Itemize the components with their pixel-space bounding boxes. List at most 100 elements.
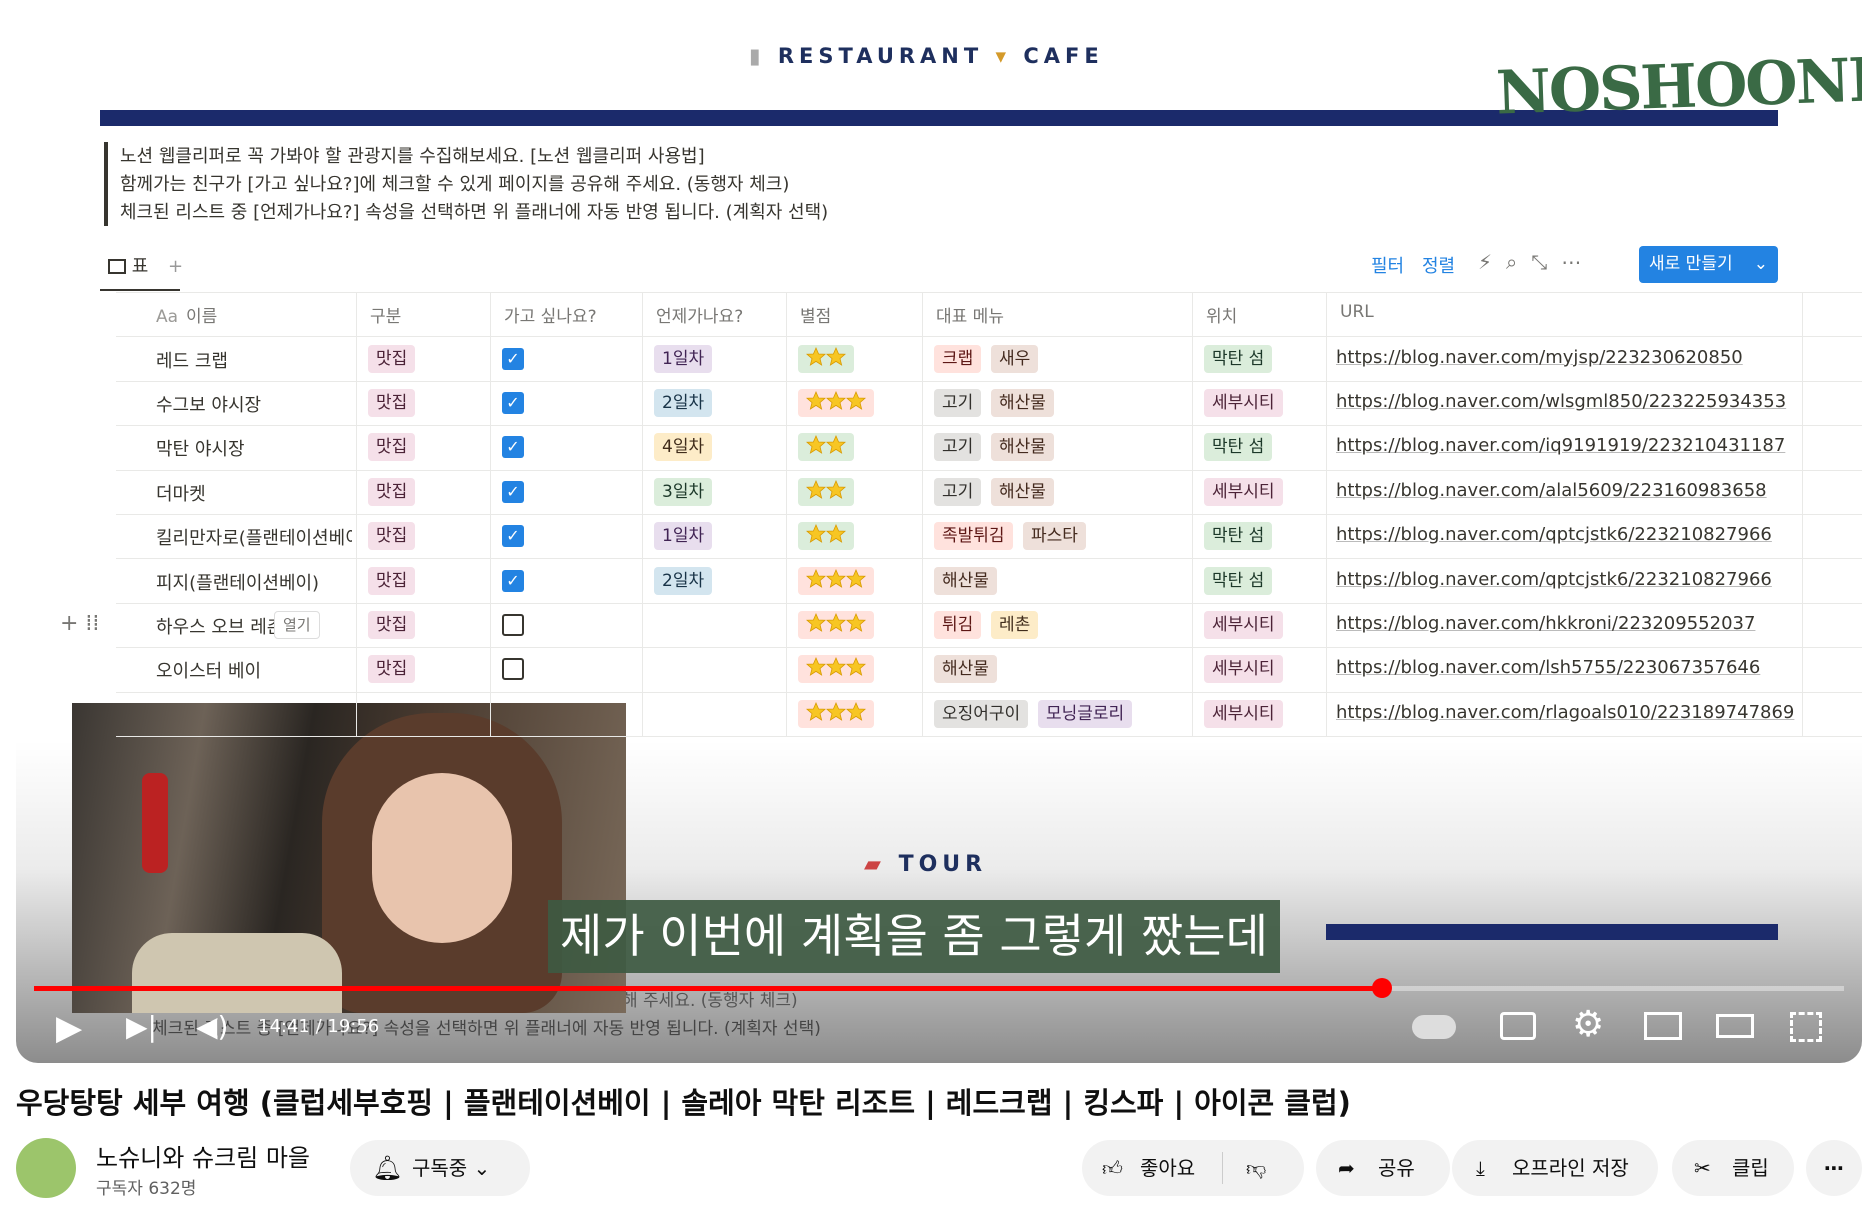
- next-button[interactable]: ▶|: [126, 1010, 157, 1043]
- column-header: 가고 싶나요?: [504, 307, 597, 327]
- tour-bar: [1326, 924, 1778, 940]
- column-header: Aa 이름: [156, 302, 217, 327]
- theater-button[interactable]: [1716, 1014, 1754, 1038]
- location-tag: 세부시티: [1204, 611, 1283, 639]
- new-button[interactable]: 새로 만들기 ⌄: [1639, 246, 1778, 283]
- column-header: 대표 메뉴: [936, 307, 1004, 327]
- menu-tag: 고기: [934, 433, 982, 462]
- person-face: [372, 773, 512, 943]
- play-button[interactable]: ▶: [56, 1008, 83, 1048]
- checkbox[interactable]: [502, 614, 524, 636]
- day-tag: 2일차: [654, 566, 713, 595]
- volume-button[interactable]: ◀): [196, 1010, 229, 1043]
- row-name: 오이스터 베이: [156, 661, 262, 683]
- checkbox[interactable]: ✓: [502, 525, 524, 548]
- view-underline: [100, 289, 180, 291]
- stars: [805, 346, 847, 366]
- view-tab[interactable]: 표 +: [108, 252, 183, 278]
- stars: [805, 390, 867, 410]
- progress-handle[interactable]: [1372, 978, 1392, 998]
- download-button[interactable]: ⤓ 오프라인 저장: [1452, 1140, 1658, 1196]
- clip-label: 클립: [1732, 1156, 1769, 1180]
- checkbox[interactable]: [502, 658, 524, 681]
- open-button[interactable]: 열기: [274, 611, 320, 639]
- star-rating: [798, 522, 854, 551]
- menu-tag: 레촌: [991, 611, 1039, 639]
- menu-tag: 파스타: [1023, 522, 1086, 551]
- location-tag: 세부시티: [1204, 655, 1283, 684]
- day-tag: 4일차: [654, 433, 713, 462]
- checkbox[interactable]: ✓: [502, 569, 524, 592]
- row-divider: [116, 602, 1862, 604]
- menu-tag: 튀김: [934, 611, 982, 639]
- autoplay-toggle[interactable]: [1412, 1015, 1456, 1039]
- more-button[interactable]: ⋯: [1806, 1140, 1862, 1196]
- star-rating: [798, 477, 854, 506]
- miniplayer-button[interactable]: [1644, 1012, 1682, 1040]
- subscribe-button[interactable]: 🔔︎ 구독중 ⌄: [350, 1140, 530, 1196]
- video-player[interactable]: ▮ RESTAURANT ▾ CAFE NOSHOONI 표 + 필터 정렬 ⚡…: [16, 0, 1862, 1063]
- toolbar-icons[interactable]: ⚡⌕⤡⋯: [1478, 250, 1596, 274]
- share-button[interactable]: ➦ 공유: [1316, 1140, 1450, 1196]
- type-tag: 맛집: [368, 611, 416, 639]
- row-divider: [116, 336, 1862, 338]
- stars: [805, 568, 867, 588]
- captions-button[interactable]: [1500, 1012, 1536, 1040]
- menu-tag: 고기: [934, 389, 982, 417]
- channel-avatar[interactable]: [16, 1138, 76, 1198]
- menu-tag: 해산물: [934, 566, 997, 595]
- type-tag: 맛집: [368, 522, 416, 551]
- stars: [805, 701, 867, 721]
- column-name: 이름: [186, 307, 218, 327]
- channel-name[interactable]: 노슈니와 슈크림 마을: [96, 1144, 310, 1172]
- clip-button[interactable]: ✂ 클립: [1672, 1140, 1794, 1196]
- row-name: 피지(플랜테이션베이): [156, 572, 320, 594]
- url-link[interactable]: https://blog.naver.com/iq9191919/2232104…: [1336, 435, 1786, 457]
- stars: [805, 657, 867, 677]
- filter-button[interactable]: 필터: [1371, 256, 1405, 277]
- column-header: 구분: [370, 307, 402, 327]
- fullscreen-button[interactable]: [1790, 1012, 1822, 1042]
- subscribe-label: 구독중: [412, 1156, 468, 1180]
- share-label: 공유: [1378, 1156, 1415, 1180]
- url-link[interactable]: https://blog.naver.com/qptcjstk6/2232108…: [1336, 568, 1772, 590]
- header-right: CAFE: [1023, 44, 1104, 68]
- type-tag: 맛집: [368, 344, 416, 373]
- url-link[interactable]: https://blog.naver.com/rlagoals010/22318…: [1336, 701, 1795, 723]
- url-link[interactable]: https://blog.naver.com/wlsgml850/2232259…: [1336, 391, 1787, 412]
- menu-tag: 해산물: [934, 655, 997, 684]
- day-tag: 2일차: [654, 389, 713, 417]
- name-icon: Aa: [156, 307, 179, 327]
- like-button[interactable]: 👍︎ 좋아요 👎︎: [1082, 1140, 1304, 1196]
- url-link[interactable]: https://blog.naver.com/hkkroni/223209552…: [1336, 613, 1756, 634]
- sort-button[interactable]: 정렬: [1422, 256, 1456, 277]
- url-link[interactable]: https://blog.naver.com/alal5609/22316098…: [1336, 479, 1767, 501]
- camera-overlay: [72, 703, 626, 1013]
- row-divider: [116, 380, 1862, 382]
- section-header: ▮ RESTAURANT ▾ CAFE: [749, 44, 1104, 68]
- like-label: 좋아요: [1140, 1156, 1196, 1180]
- stars: [805, 479, 847, 499]
- settings-button[interactable]: ⚙: [1572, 1004, 1605, 1045]
- location-tag: 막탄 섬: [1204, 566, 1273, 595]
- menu-tag: 오징어구이: [934, 699, 1029, 728]
- url-link[interactable]: https://blog.naver.com/lsh5755/223067357…: [1336, 657, 1761, 679]
- location-tag: 막탄 섬: [1204, 344, 1273, 373]
- logo: NOSHOONI: [1494, 45, 1862, 129]
- url-link[interactable]: https://blog.naver.com/myjsp/22323062085…: [1336, 346, 1743, 368]
- checkbox[interactable]: ✓: [502, 392, 524, 414]
- day-tag: 3일차: [654, 477, 713, 506]
- location-tag: 막탄 섬: [1204, 433, 1273, 462]
- row-name: 하우스 오브 레촌: [156, 617, 274, 638]
- url-link[interactable]: https://blog.naver.com/qptcjstk6/2232108…: [1336, 524, 1772, 546]
- stars: [805, 612, 867, 632]
- type-tag: 맛집: [368, 389, 416, 417]
- note-line: 노션 웹클리퍼로 꼭 가봐야 할 관광지를 수집해보세요. [노션 웹클리퍼 사…: [120, 146, 705, 167]
- checkbox[interactable]: ✓: [502, 436, 524, 459]
- tour-title: TOUR: [898, 852, 988, 877]
- column-header: URL: [1340, 302, 1374, 322]
- checkbox[interactable]: ✓: [502, 347, 524, 370]
- tour-note: 체크된 리스트 중 [언제가나요?] 속성을 선택하면 위 플래너에 자동 반영…: [152, 1019, 821, 1039]
- row-name: 막탄 야시장: [156, 439, 245, 461]
- checkbox[interactable]: ✓: [502, 480, 524, 503]
